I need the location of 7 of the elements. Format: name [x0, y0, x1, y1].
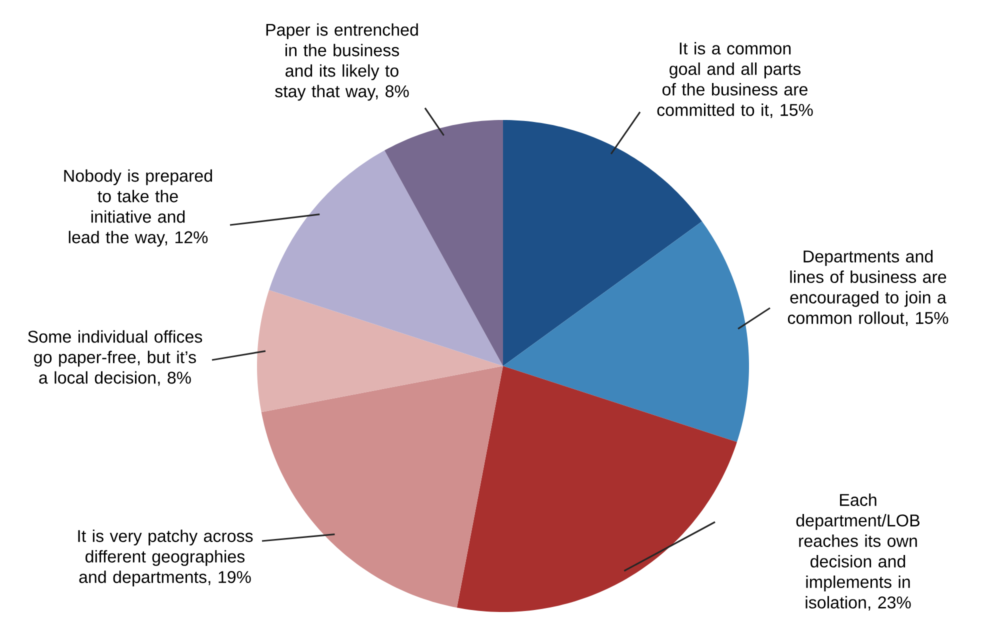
slice-label: Some individual offices go paper-free, but it’s a local decision, 8%: [28, 330, 202, 386]
slice-label: It is a common goal and all parts of the business are committed to it, 15%: [657, 42, 813, 118]
slice-label: Paper is entrenched in the business and its likely to stay that way, 8%: [266, 23, 418, 101]
slice-label: Each department/LOB reaches its own decision and implements in isolation, 23%: [796, 494, 920, 611]
slice-label: Nobody is prepared to take the initiative and lead the way, 12%: [64, 169, 212, 247]
slice-label: It is very patchy across different geographies and departments, 19%: [78, 530, 253, 586]
slice-label: Departments and lines of business are encouraged to join a common rollout, 15%: [788, 250, 948, 326]
